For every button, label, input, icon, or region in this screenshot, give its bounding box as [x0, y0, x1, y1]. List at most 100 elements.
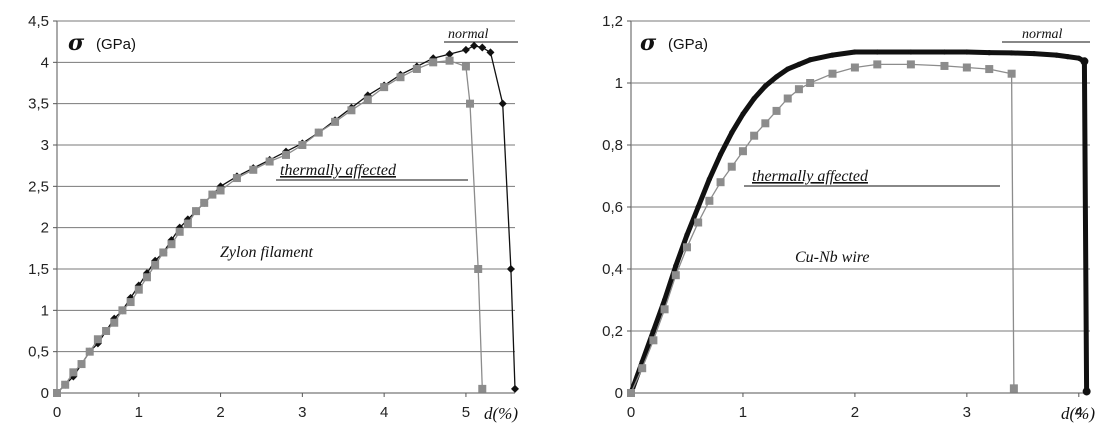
chart-cunb-series — [627, 49, 1091, 397]
chart-zylon-series — [53, 41, 519, 397]
chart-cunb-x-ticks: 0 1 2 3 4 — [627, 393, 1083, 421]
chart-zylon-xlabel: d(%) — [484, 404, 518, 423]
chart-cunb-label-thermal: thermally affected — [752, 168, 869, 185]
chart-zylon-y-tick-label: 1 — [41, 302, 49, 319]
chart-cunb-point-thermally-affected — [985, 65, 994, 74]
chart-zylon-point-thermally-affected — [85, 347, 94, 356]
chart-zylon-point-thermally-affected — [118, 306, 127, 315]
chart-cunb-point-normal — [1076, 55, 1082, 61]
chart-zylon-x-tick-label: 0 — [53, 404, 61, 421]
chart-zylon-point-normal — [445, 50, 454, 59]
chart-zylon-point-thermally-affected — [134, 285, 143, 294]
chart-cunb-point-thermally-affected — [638, 364, 647, 373]
chart-zylon-point-normal — [506, 265, 515, 273]
chart-cunb-point-thermally-affected — [940, 61, 949, 70]
chart-cunb-point-thermally-affected — [783, 94, 792, 103]
chart-zylon-point-thermally-affected — [167, 240, 176, 249]
chart-zylon-point-thermally-affected — [445, 56, 454, 65]
chart-zylon-point-thermally-affected — [396, 73, 405, 82]
chart-cunb-material: Cu-Nb wire — [795, 249, 870, 266]
chart-cunb-x-tick-label: 2 — [851, 404, 859, 421]
chart-zylon-point-thermally-affected — [429, 58, 438, 67]
chart-cunb-y-tick-label: 0,4 — [602, 261, 623, 278]
chart-zylon-y-tick-label: 0 — [41, 385, 49, 402]
chart-cunb-point-normal — [852, 49, 858, 55]
chart-cunb-point-thermally-affected — [649, 336, 658, 345]
chart-zylon-point-normal — [478, 43, 487, 52]
chart-zylon-x-tick-label: 4 — [380, 404, 388, 421]
chart-zylon-series-normal-line — [56, 45, 516, 394]
chart-cunb-point-normal — [941, 49, 948, 55]
chart-zylon-point-normal — [470, 41, 479, 50]
chart-cunb-point-normal — [706, 176, 712, 182]
chart-zylon-point-thermally-affected — [200, 198, 209, 207]
chart-cunb-point-thermally-affected — [962, 63, 971, 72]
chart-zylon: 0 0,5 1 1,5 2 2,5 3 3,5 4 4,5 0 1 2 3 4 5 σ (GPa) norm… — [28, 13, 519, 423]
chart-cunb-point-thermally-affected — [727, 162, 736, 171]
chart-cunb-point-thermally-affected — [906, 60, 915, 69]
chart-zylon-point-thermally-affected — [331, 117, 340, 126]
chart-zylon-point-thermally-affected — [249, 165, 258, 174]
chart-zylon-point-thermally-affected — [412, 64, 421, 73]
chart-zylon-point-thermally-affected — [314, 128, 323, 137]
chart-zylon-point-thermally-affected — [102, 327, 111, 335]
chart-zylon-x-ticks: 0 1 2 3 4 5 — [53, 393, 470, 421]
chart-zylon-point-normal — [486, 48, 495, 57]
chart-cunb-point-thermally-affected — [761, 119, 770, 128]
chart-cunb-point-thermally-affected — [1009, 384, 1018, 393]
chart-cunb-point-normal — [762, 83, 768, 89]
chart-zylon-point-thermally-affected — [208, 190, 217, 199]
chart-cunb-point-normal — [1053, 52, 1060, 58]
chart-zylon-y-ticks: 0 0,5 1 1,5 2 2,5 3 3,5 4 4,5 — [28, 13, 49, 402]
chart-cunb-point-normal — [650, 328, 656, 334]
chart-cunb-point-normal — [874, 49, 880, 55]
chart-zylon-y-tick-label: 4,5 — [28, 13, 49, 30]
chart-zylon-point-thermally-affected — [474, 265, 483, 273]
chart-cunb-point-thermally-affected — [627, 389, 635, 397]
chart-cunb-point-thermally-affected — [705, 196, 714, 205]
chart-cunb-y-tick-label: 1,2 — [602, 13, 623, 30]
chart-zylon-point-thermally-affected — [380, 83, 389, 92]
chart-zylon-point-thermally-affected — [77, 360, 86, 369]
chart-cunb-point-thermally-affected — [694, 218, 703, 227]
chart-cunb-point-thermally-affected — [772, 106, 781, 115]
chart-cunb-point-thermally-affected — [873, 60, 882, 69]
chart-zylon-point-thermally-affected — [282, 150, 290, 159]
chart-cunb-point-thermally-affected — [682, 243, 691, 252]
chart-cunb-point-normal — [1080, 57, 1089, 66]
chart-zylon-point-thermally-affected — [151, 260, 160, 269]
chart-zylon-y-tick-label: 3,5 — [28, 96, 49, 113]
chart-cunb-point-normal — [717, 151, 724, 157]
chart-cunb-x-tick-label: 3 — [963, 404, 971, 421]
chart-cunb-series-thermally-affected-line — [630, 63, 1015, 394]
chart-zylon-point-normal — [511, 384, 519, 393]
chart-zylon-gridlines — [53, 20, 515, 394]
chart-cunb-point-normal — [829, 52, 836, 58]
chart-zylon-x-tick-label: 2 — [216, 404, 224, 421]
chart-zylon-y-tick-label: 0,5 — [28, 344, 49, 361]
chart-zylon-y-tick-label: 2,5 — [28, 178, 49, 195]
chart-cunb-y-tick-label: 0,8 — [602, 137, 623, 154]
chart-cunb-point-normal — [1031, 50, 1037, 57]
chart-cunb-point-normal — [964, 49, 970, 55]
chart-zylon-point-thermally-affected — [69, 368, 78, 377]
chart-cunb-yunit: (GPa) — [668, 36, 708, 53]
chart-cunb-point-normal — [807, 57, 813, 63]
chart-cunb-point-normal — [1009, 50, 1015, 56]
chart-cunb-label-normal: normal — [1022, 27, 1063, 42]
chart-zylon-point-thermally-affected — [53, 389, 61, 397]
chart-zylon-point-normal — [498, 99, 507, 108]
chart-zylon-point-thermally-affected — [61, 380, 70, 389]
chart-zylon-ylabel: σ — [68, 30, 85, 56]
chart-cunb-point-normal — [1065, 54, 1071, 60]
chart-zylon-material: Zylon filament — [220, 244, 313, 261]
chart-cunb-y-tick-label: 0 — [615, 385, 623, 402]
chart-zylon-point-thermally-affected — [126, 298, 135, 307]
chart-zylon-point-thermally-affected — [142, 273, 151, 282]
chart-cunb-point-thermally-affected — [671, 271, 680, 280]
chart-zylon-label-normal: normal — [448, 27, 489, 42]
chart-zylon-y-tick-label: 2 — [41, 220, 49, 237]
chart-cunb-point-thermally-affected — [738, 147, 747, 156]
chart-zylon-yunit: (GPa) — [96, 36, 136, 53]
chart-zylon-point-thermally-affected — [265, 157, 274, 166]
